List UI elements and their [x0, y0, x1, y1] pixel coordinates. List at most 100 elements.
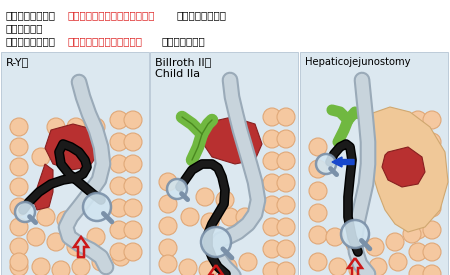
- Circle shape: [67, 238, 85, 256]
- Circle shape: [409, 133, 427, 151]
- Circle shape: [409, 221, 427, 239]
- Circle shape: [196, 188, 214, 206]
- Circle shape: [219, 258, 237, 275]
- Circle shape: [124, 155, 142, 173]
- Bar: [150, 52, 298, 275]
- Circle shape: [277, 174, 295, 192]
- Circle shape: [309, 253, 327, 271]
- Circle shape: [406, 205, 424, 223]
- Circle shape: [87, 118, 105, 136]
- Circle shape: [236, 208, 254, 226]
- Circle shape: [309, 160, 327, 178]
- Circle shape: [27, 228, 45, 246]
- Circle shape: [10, 138, 28, 156]
- Text: オーバーチューブ: オーバーチューブ: [176, 10, 227, 20]
- Circle shape: [201, 227, 231, 257]
- Circle shape: [112, 248, 130, 266]
- Circle shape: [369, 258, 387, 275]
- Circle shape: [10, 118, 28, 136]
- Circle shape: [277, 108, 295, 126]
- Circle shape: [277, 130, 295, 148]
- Circle shape: [423, 111, 441, 129]
- Circle shape: [32, 258, 50, 275]
- Circle shape: [403, 225, 421, 243]
- Circle shape: [423, 243, 441, 261]
- Circle shape: [72, 258, 90, 275]
- Circle shape: [277, 262, 295, 275]
- Circle shape: [32, 148, 50, 166]
- Circle shape: [159, 239, 177, 257]
- Circle shape: [52, 261, 70, 275]
- Text: Hepaticojejunostomy: Hepaticojejunostomy: [305, 57, 410, 67]
- Circle shape: [83, 193, 111, 221]
- Circle shape: [423, 199, 441, 217]
- Circle shape: [309, 226, 327, 244]
- Text: でキープする。: でキープする。: [161, 36, 205, 46]
- Circle shape: [409, 111, 427, 129]
- Text: 小腸観察と異なり: 小腸観察と異なり: [5, 10, 55, 20]
- Polygon shape: [202, 117, 262, 164]
- Circle shape: [409, 265, 427, 275]
- Circle shape: [263, 262, 281, 275]
- Circle shape: [277, 240, 295, 258]
- Circle shape: [87, 228, 105, 246]
- Circle shape: [10, 198, 28, 216]
- Circle shape: [10, 253, 28, 271]
- Circle shape: [10, 178, 28, 196]
- Circle shape: [110, 221, 128, 239]
- Circle shape: [159, 255, 177, 273]
- Circle shape: [216, 191, 234, 209]
- Circle shape: [57, 211, 75, 229]
- Circle shape: [277, 218, 295, 236]
- Circle shape: [263, 130, 281, 148]
- Circle shape: [10, 258, 28, 275]
- Circle shape: [423, 177, 441, 195]
- Circle shape: [277, 152, 295, 170]
- Circle shape: [423, 221, 441, 239]
- Polygon shape: [382, 147, 425, 187]
- Circle shape: [263, 240, 281, 258]
- Circle shape: [341, 220, 369, 248]
- Circle shape: [403, 185, 421, 203]
- Polygon shape: [33, 164, 53, 210]
- Circle shape: [201, 213, 219, 231]
- Polygon shape: [45, 124, 101, 170]
- Circle shape: [263, 174, 281, 192]
- Circle shape: [309, 138, 327, 156]
- Circle shape: [309, 204, 327, 222]
- Circle shape: [159, 217, 177, 235]
- Circle shape: [181, 208, 199, 226]
- Text: 最終的な内視鏡形状を想定して: 最終的な内視鏡形状を想定して: [68, 10, 155, 20]
- Bar: [1, 52, 149, 275]
- Circle shape: [346, 235, 364, 253]
- Circle shape: [277, 196, 295, 214]
- Circle shape: [67, 118, 85, 136]
- Text: ある程度プッシュした状態: ある程度プッシュした状態: [68, 36, 142, 46]
- Circle shape: [124, 177, 142, 195]
- Circle shape: [47, 118, 65, 136]
- Circle shape: [15, 202, 35, 222]
- Circle shape: [167, 179, 187, 199]
- Circle shape: [159, 173, 177, 191]
- Circle shape: [221, 208, 239, 226]
- Circle shape: [263, 218, 281, 236]
- Circle shape: [110, 155, 128, 173]
- Circle shape: [37, 208, 55, 226]
- Circle shape: [263, 196, 281, 214]
- Circle shape: [124, 221, 142, 239]
- Circle shape: [159, 195, 177, 213]
- Circle shape: [110, 199, 128, 217]
- Circle shape: [423, 155, 441, 173]
- Text: Billroth II法: Billroth II法: [155, 57, 211, 67]
- Bar: [300, 52, 448, 275]
- Circle shape: [316, 154, 336, 174]
- Circle shape: [124, 133, 142, 151]
- Circle shape: [110, 133, 128, 151]
- Circle shape: [110, 243, 128, 261]
- Circle shape: [389, 253, 407, 271]
- Circle shape: [199, 261, 217, 275]
- Circle shape: [110, 111, 128, 129]
- Circle shape: [309, 182, 327, 200]
- Circle shape: [10, 218, 28, 236]
- Circle shape: [409, 199, 427, 217]
